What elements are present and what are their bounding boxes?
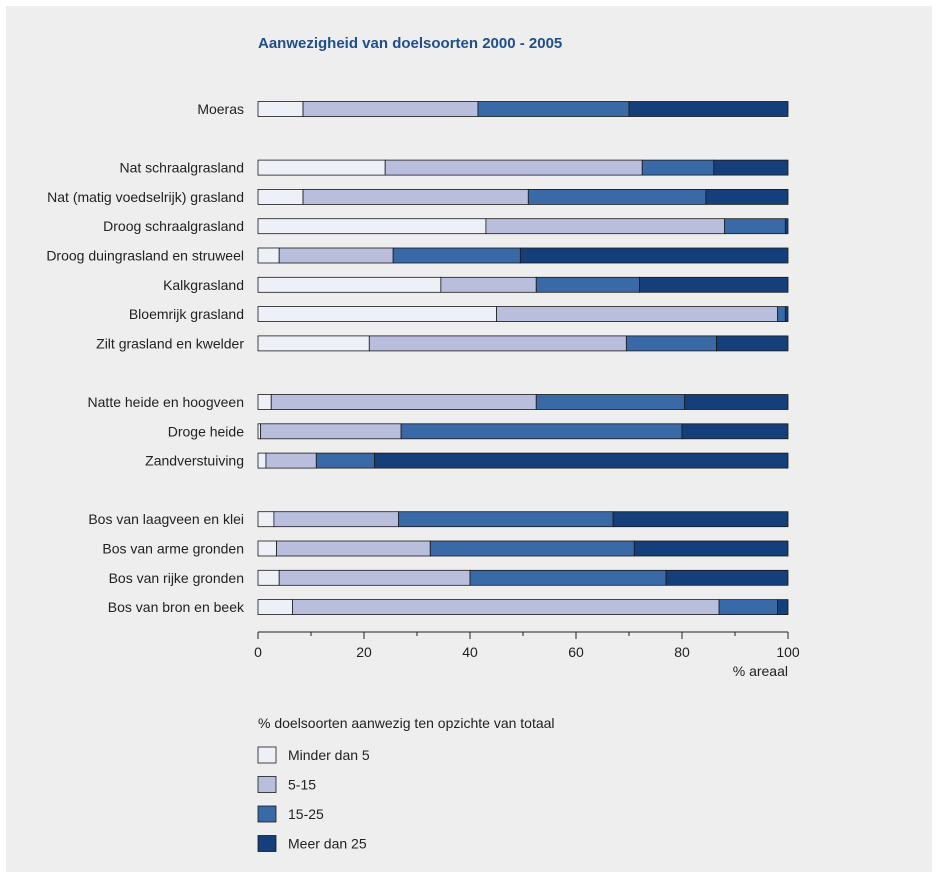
x-axis: 0 20 40 60 80 100 [254, 631, 800, 660]
chart: Aanwezigheid van doelsoorten 2000 - 2005… [46, 35, 800, 852]
bar-segment [527, 188, 707, 205]
category-label-nat-matig-voedselrijk-grasland: Nat (matig voedselrijk) grasland [47, 189, 244, 205]
bar-segment [665, 569, 789, 586]
bar-segment [257, 159, 386, 176]
legend-label: Meer dan 25 [288, 836, 367, 852]
bar-segment [257, 452, 267, 469]
category-label-nat-schraalgrasland: Nat schraalgrasland [119, 160, 244, 176]
bar-segment [392, 247, 521, 264]
chart-title: Aanwezigheid van doelsoorten 2000 - 2005 [258, 35, 562, 52]
bar-segment [278, 247, 394, 264]
bar-segment [724, 218, 786, 235]
bar-segment [496, 306, 778, 323]
bar-segment [400, 423, 683, 440]
category-label-droog-schraalgrasland: Droog schraalgrasland [103, 218, 244, 234]
bar-segment [398, 511, 614, 528]
category-label-droge-heide: Droge heide [168, 423, 244, 439]
category-label-droog-duingrasland-en-struweel: Droog duingrasland en struweel [46, 248, 244, 264]
bar-segment [257, 188, 304, 205]
bar-segment [302, 101, 479, 117]
category-label-bos-van-rijke-gronden: Bos van rijke gronden [109, 570, 244, 586]
category-label-bloemrijk-grasland: Bloemrijk grasland [129, 306, 244, 322]
bar-segment [302, 188, 529, 205]
category-label-zandverstuiving: Zandverstuiving [145, 453, 244, 469]
legend-swatch [257, 776, 277, 793]
bar-segment [784, 306, 789, 323]
bar-segment [625, 335, 717, 352]
legend-label: 15-25 [288, 806, 324, 822]
legend-title: % doelsoorten aanwezig ten opzichte van … [258, 715, 555, 731]
chart-panel: Aanwezigheid van doelsoorten 2000 - 2005… [6, 6, 932, 872]
bar-segment [519, 247, 789, 264]
bar-segment [292, 599, 720, 615]
x-tick-label: 20 [356, 644, 372, 660]
bar-segment [257, 599, 293, 615]
legend: Minder dan 5 5-15 15-25 Meer dan 25 [257, 746, 370, 852]
bar-segment [278, 569, 471, 586]
bar-segment [315, 452, 375, 469]
bar-segment [485, 218, 725, 235]
category-label-bos-van-bron-en-beek: Bos van bron en beek [108, 599, 245, 615]
bar-segment [257, 276, 442, 293]
bar-segment [705, 188, 789, 205]
bar-segment [777, 306, 786, 323]
legend-label: 5-15 [288, 777, 316, 793]
bar-segment [257, 247, 280, 264]
legend-label: Minder dan 5 [288, 747, 370, 763]
bar-segment [260, 423, 402, 440]
bar-segment [641, 159, 715, 176]
bar-segment [265, 452, 317, 469]
bar-segment [257, 218, 487, 235]
category-labels: Moeras Nat schraalgrasland Nat (matig voed… [46, 101, 245, 615]
bar-segment [784, 218, 789, 235]
category-label-zilt-grasland-en-kwelder: Zilt grasland en kwelder [96, 335, 244, 351]
bar-segment [429, 540, 635, 557]
bar-segment [257, 335, 370, 352]
category-label-kalkgrasland: Kalkgrasland [163, 277, 244, 293]
bar-segment [713, 159, 789, 176]
bar-segment [639, 276, 789, 293]
x-tick-label: 80 [674, 644, 690, 660]
x-tick-label: 40 [462, 644, 478, 660]
bar-segment [374, 452, 789, 469]
bar-segment [384, 159, 643, 176]
bars [257, 101, 789, 615]
bar-segment [469, 569, 667, 586]
legend-swatch [257, 746, 277, 764]
category-label-natte-heide-en-hoogveen: Natte heide en hoogveen [88, 394, 244, 410]
bar-segment [718, 599, 778, 615]
category-label-moeras: Moeras [197, 101, 244, 117]
bar-segment [535, 394, 686, 410]
bar-segment [633, 540, 789, 557]
bar-segment [270, 394, 537, 410]
bar-segment [257, 511, 275, 528]
category-label-bos-van-arme-gronden: Bos van arme gronden [102, 541, 244, 557]
x-axis-title: % areaal [733, 663, 788, 679]
bar-segment [257, 101, 304, 117]
bar-segment [477, 101, 630, 117]
bar-segment [612, 511, 789, 528]
legend-swatch [257, 805, 277, 823]
x-tick-label: 60 [568, 644, 584, 660]
bar-segment [257, 394, 272, 410]
bar-segment [273, 511, 399, 528]
bar-segment [276, 540, 431, 557]
bar-segment [777, 599, 789, 615]
bar-segment [684, 394, 789, 410]
bar-segment [440, 276, 537, 293]
legend-swatch [257, 835, 277, 852]
bar-segment [535, 276, 640, 293]
x-tick-label: 0 [254, 644, 262, 660]
bar-segment [628, 101, 789, 117]
bar-segment [716, 335, 789, 352]
x-tick-label: 100 [776, 644, 800, 660]
bar-segment [681, 423, 789, 440]
bar-segment [257, 540, 277, 557]
category-label-bos-van-laagveen-en-klei: Bos van laagveen en klei [88, 511, 244, 527]
bar-segment [257, 306, 497, 323]
bar-segment [257, 569, 280, 586]
bar-segment [368, 335, 627, 352]
